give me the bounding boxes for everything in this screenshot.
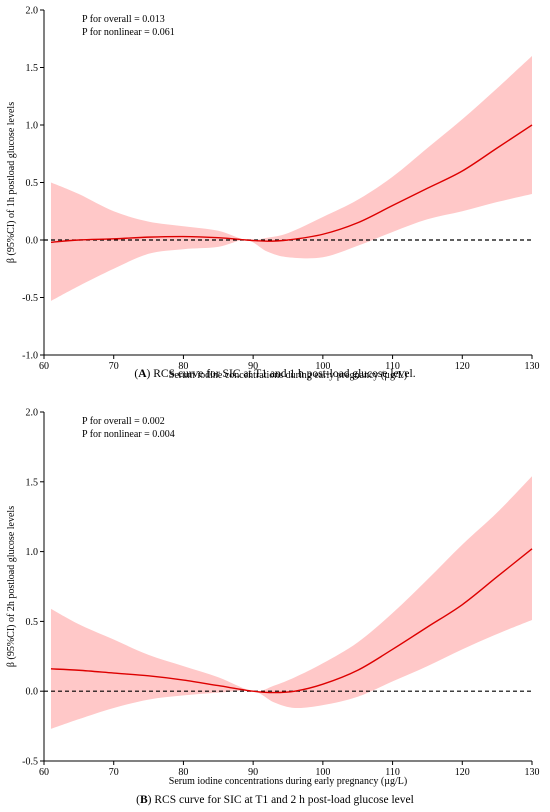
panel-a-estimate-line (50, 124, 533, 243)
panel-b-ci-band (50, 476, 532, 729)
panel-b-y-tick-label: -0.5 (22, 757, 38, 768)
panel-b-x-tick-label: 80 (178, 767, 188, 778)
panel-b-x-tick-label: 100 (315, 767, 330, 778)
panel-a-ci-band (50, 56, 532, 301)
caption-a-letter: A (138, 368, 147, 380)
caption-b-letter: B (140, 794, 148, 806)
panel-a-p-annotation: P for nonlinear = 0.061 (82, 27, 175, 38)
caption-b-text: ) RCS curve for SIC at T1 and 2 h post-l… (147, 794, 414, 806)
panel-b-x-tick-label: 90 (248, 767, 258, 778)
panel-a-y-tick-label: 1.5 (26, 63, 39, 74)
panel-a-p-annotation: P for overall = 0.013 (82, 14, 165, 25)
panel-a-x-tick-label: 60 (39, 361, 49, 372)
panel-b-x-tick-label: 110 (385, 767, 400, 778)
panel-b-x-axis-label: Serum iodine concentrations during early… (169, 776, 407, 787)
panel-a-x-tick-label: 120 (455, 361, 470, 372)
panel-a-x-tick-label: 130 (525, 361, 540, 372)
panel-a-y-tick-label: -1.0 (22, 351, 38, 362)
panel-b-y-tick-label: 1.0 (26, 547, 39, 558)
panel-a-y-tick-label: -0.5 (22, 293, 38, 304)
caption-a-text: ) RCS curve for SIC at T1 and 1 h post-l… (146, 368, 416, 380)
panel-b-x-tick-label: 130 (525, 767, 540, 778)
panel-b-y-tick-label: 0.0 (26, 687, 39, 698)
panel-a-y-axis-label: β (95%CI) of 1h postload glucose levels (6, 102, 17, 263)
panel-b-p-annotation: P for nonlinear = 0.004 (82, 429, 175, 440)
panel-b-x-tick-label: 60 (39, 767, 49, 778)
panel-a-y-tick-label: 2.0 (26, 6, 39, 17)
panel-b-p-annotation: P for overall = 0.002 (82, 416, 165, 427)
caption-a: (A) RCS curve for SIC at T1 and 1 h post… (134, 368, 416, 380)
panel-b-y-tick-label: 0.5 (26, 617, 39, 628)
panel-a-x-tick-label: 90 (248, 361, 258, 372)
panel-a-x-axis-label: Serum iodine concentrations during early… (169, 370, 407, 381)
panel-a-x-tick-label: 110 (385, 361, 400, 372)
panel-b-x-tick-label: 120 (455, 767, 470, 778)
panel-a-x-tick-label: 80 (178, 361, 188, 372)
caption-b: (B) RCS curve for SIC at T1 and 2 h post… (136, 794, 414, 806)
panel-a-y-tick-label: 1.0 (26, 121, 39, 132)
panel-b-y-tick-label: 1.5 (26, 477, 39, 488)
panel-b-estimate-line (50, 548, 533, 694)
panel-a-y-tick-label: 0.0 (26, 236, 39, 247)
panel-a-y-tick-label: 0.5 (26, 178, 39, 189)
panel-b-y-axis-label: β (95%CI) of 2h postload glucose levels (6, 506, 17, 667)
panel-b-y-tick-label: 2.0 (26, 408, 39, 419)
panel-b-x-tick-label: 70 (109, 767, 119, 778)
panel-a-x-tick-label: 70 (109, 361, 119, 372)
panel-a-x-tick-label: 100 (315, 361, 330, 372)
